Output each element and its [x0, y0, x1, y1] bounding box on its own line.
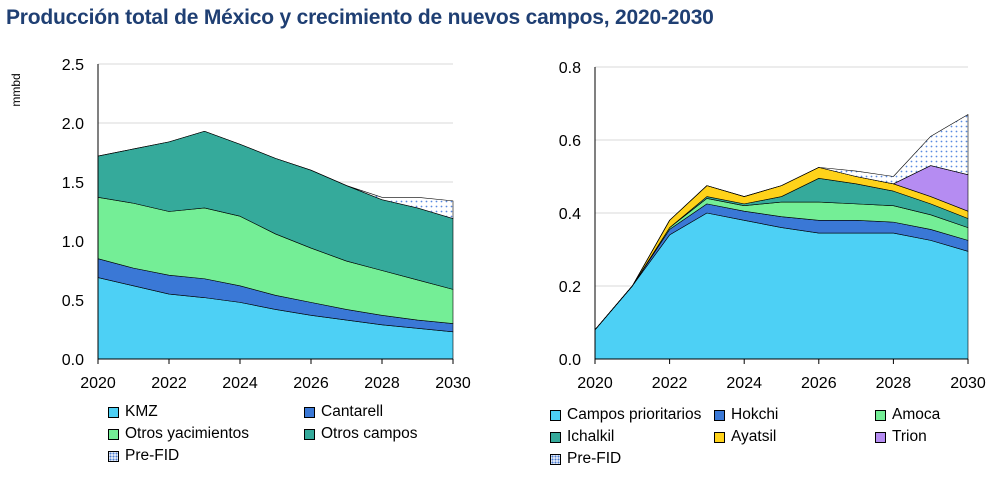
left-legend-label: KMZ [125, 403, 158, 420]
left-legend-item-kmz: KMZ [108, 403, 158, 421]
left-y-tick-label: 1.0 [62, 234, 84, 251]
right-y-tick-label: 0.2 [559, 279, 581, 296]
right-legend-label: Trion [892, 428, 927, 445]
right-legend-item-pre-fid: Pre-FID [550, 450, 621, 468]
right-legend-swatch [550, 431, 561, 443]
left-x-tick-label: 2020 [80, 375, 116, 392]
right-legend-label: Campos prioritarios [567, 406, 702, 423]
left-legend-item-otros-yacimientos: Otros yacimientos [108, 425, 249, 443]
left-legend-item-pre-fid: Pre-FID [108, 447, 179, 465]
left-legend-label: Pre-FID [125, 447, 180, 464]
left-legend-swatch [304, 406, 315, 418]
right-legend-item-trion: Trion [875, 428, 927, 446]
right-legend-swatch [550, 453, 561, 465]
left-x-tick-label: 2026 [293, 375, 329, 392]
right-y-tick-label: 0.8 [559, 60, 581, 77]
left-x-tick-label: 2024 [222, 375, 258, 392]
right-x-tick-label: 2024 [726, 375, 762, 392]
left-legend-swatch [108, 450, 119, 462]
left-x-tick-label: 2022 [151, 375, 187, 392]
chart-title: Producción total de México y crecimiento… [6, 6, 714, 29]
left-y-tick-label: 1.5 [62, 175, 84, 192]
right-legend-item-campos-prioritarios: Campos prioritarios [550, 406, 701, 424]
right-legend-label: Ayatsil [731, 428, 777, 445]
left-y-axis-label: mmbd [9, 73, 23, 106]
left-legend-label: Otros campos [321, 425, 418, 442]
right-legend-swatch [875, 431, 886, 443]
right-legend-label: Amoca [892, 406, 941, 423]
left-area-pre-fid [97, 130, 454, 219]
right-x-tick-label: 2026 [801, 375, 837, 392]
left-x-tick-label: 2028 [364, 375, 400, 392]
right-x-tick-label: 2020 [577, 375, 613, 392]
left-y-tick-label: 2.0 [62, 116, 84, 133]
right-y-tick-label: 0.4 [559, 206, 581, 223]
left-legend-item-otros-campos: Otros campos [304, 425, 417, 443]
right-x-tick-label: 2022 [652, 375, 688, 392]
right-legend-swatch [875, 409, 886, 421]
left-x-tick-label: 2030 [435, 375, 471, 392]
left-y-tick-label: 0.0 [62, 352, 84, 369]
left-legend-item-cantarell: Cantarell [304, 403, 383, 421]
left-legend-label: Otros yacimientos [125, 425, 250, 442]
right-legend-item-ichalkil: Ichalkil [550, 428, 614, 446]
left-y-tick-label: 2.5 [62, 57, 84, 74]
right-y-tick-label: 0.0 [559, 352, 581, 369]
left-y-tick-label: 0.5 [62, 293, 84, 310]
right-legend-item-ayatsil: Ayatsil [714, 428, 776, 446]
right-legend-label: Hokchi [731, 406, 779, 423]
right-legend-swatch [550, 409, 561, 421]
right-legend-swatch [714, 431, 725, 443]
right-y-tick-label: 0.6 [559, 133, 581, 150]
right-x-tick-label: 2028 [876, 375, 912, 392]
right-legend-label: Pre-FID [567, 450, 622, 467]
left-legend-swatch [304, 428, 315, 440]
left-legend-swatch [108, 406, 119, 418]
right-legend-label: Ichalkil [567, 428, 615, 445]
left-legend-swatch [108, 428, 119, 440]
right-legend-item-hokchi: Hokchi [714, 406, 778, 424]
right-area-pre-fid [594, 114, 969, 331]
right-legend-item-amoca: Amoca [875, 406, 940, 424]
right-legend-swatch [714, 409, 725, 421]
right-x-tick-label: 2030 [950, 375, 986, 392]
left-legend-label: Cantarell [321, 403, 384, 420]
